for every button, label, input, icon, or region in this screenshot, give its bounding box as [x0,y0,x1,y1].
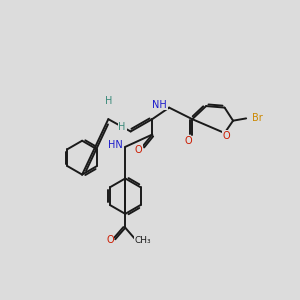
Text: O: O [222,131,230,141]
Text: O: O [106,235,114,245]
Text: CH₃: CH₃ [135,236,151,244]
Text: Br: Br [251,112,262,123]
Text: H: H [118,122,126,132]
Text: HN: HN [108,140,123,150]
Text: NH: NH [152,100,167,110]
Text: H: H [105,96,112,106]
Text: O: O [134,145,142,155]
Text: O: O [184,136,192,146]
